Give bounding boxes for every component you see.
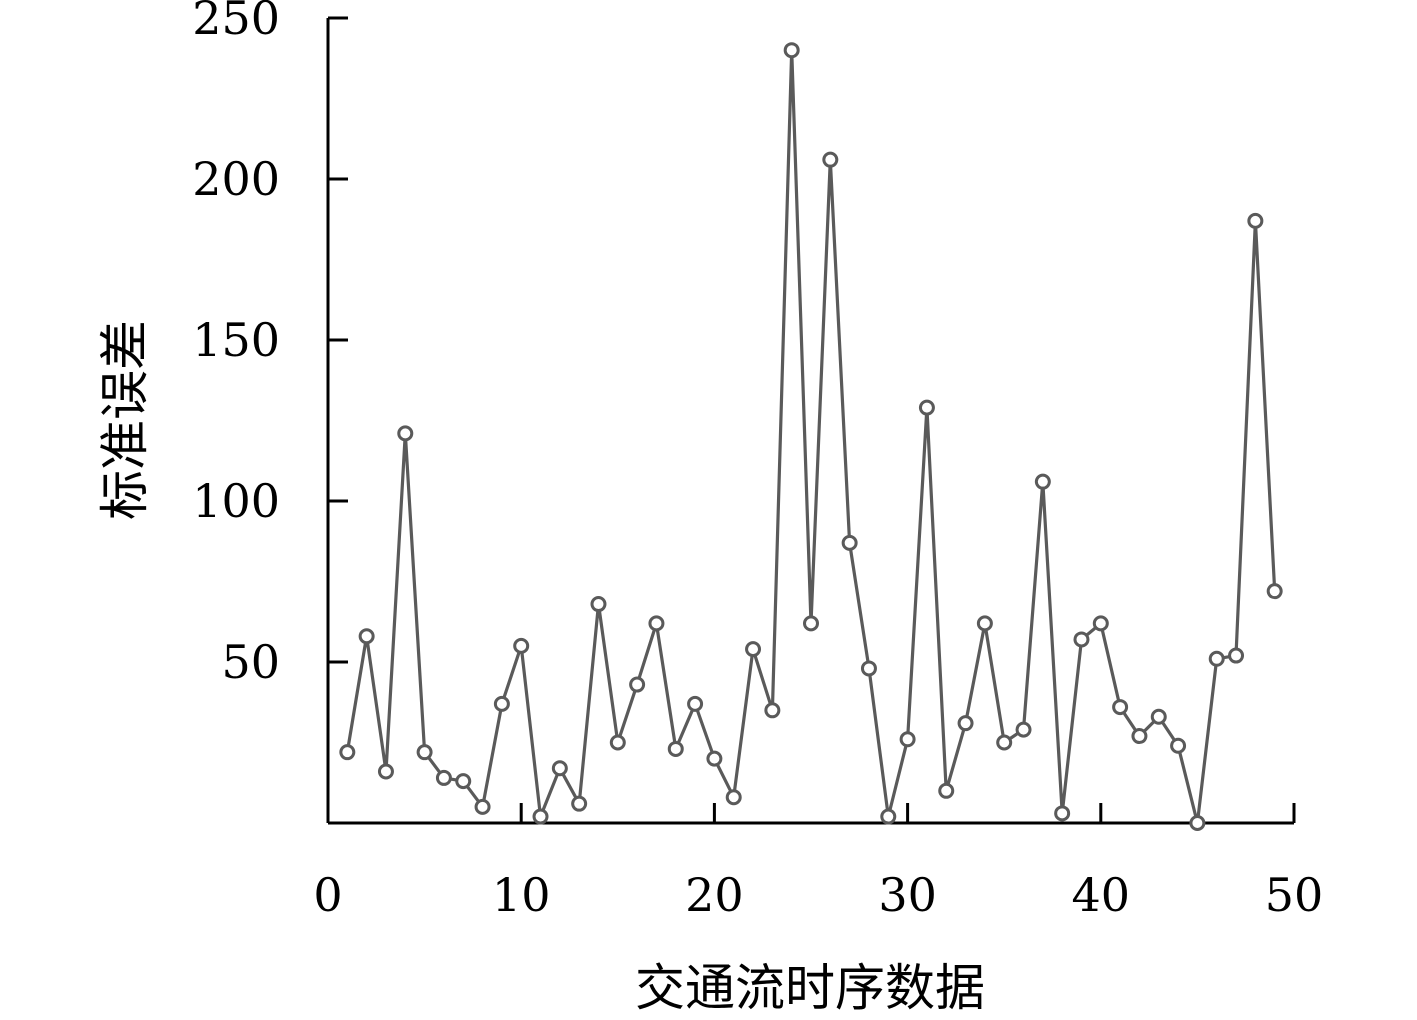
y-tick-label: 100 [192, 474, 280, 528]
data-point [880, 808, 897, 825]
data-point [1189, 815, 1206, 831]
series-layer [339, 42, 1283, 831]
data-point [1034, 473, 1051, 490]
data-point [841, 534, 858, 551]
data-point [918, 399, 935, 416]
y-tick-label: 50 [221, 635, 280, 689]
data-point [1112, 699, 1129, 716]
data-point [1054, 805, 1071, 822]
data-point [687, 695, 704, 712]
data-point [377, 763, 394, 780]
x-axis-title: 交通流时序数据 [635, 959, 985, 1017]
data-point [416, 744, 433, 761]
ticks: 0 10 20 30 40 50 50 100 150 200 250 [192, 0, 1323, 922]
x-tick-label: 20 [685, 868, 744, 922]
x-tick-label: 30 [878, 868, 937, 922]
axes [326, 18, 1294, 825]
data-point [629, 676, 646, 693]
data-point [571, 795, 588, 812]
data-point [976, 615, 993, 632]
data-point [667, 740, 684, 757]
data-point [590, 596, 607, 613]
data-point [803, 615, 819, 632]
data-point [938, 782, 955, 799]
data-point [455, 773, 472, 790]
data-point [358, 628, 375, 645]
data-point [1092, 615, 1109, 632]
data-point [435, 769, 452, 786]
y-tick-label: 200 [192, 152, 280, 206]
data-point [706, 750, 723, 767]
data-point [1150, 708, 1167, 725]
series-line [345, 48, 1277, 825]
y-tick-label: 250 [192, 0, 280, 45]
data-point [397, 425, 414, 442]
data-point [493, 695, 510, 712]
data-point [1208, 650, 1225, 667]
x-tick-label: 0 [313, 868, 342, 922]
data-point [551, 760, 568, 777]
data-point [764, 702, 781, 719]
data-point [1247, 212, 1264, 229]
data-point [860, 660, 877, 677]
data-point [474, 798, 491, 815]
data-point [725, 789, 742, 806]
data-point [532, 808, 549, 825]
data-point [1266, 583, 1283, 600]
y-axis-title: 标准误差 [96, 320, 154, 520]
data-point [899, 731, 916, 748]
data-point [1015, 721, 1032, 738]
data-point [513, 637, 530, 654]
data-point [1131, 728, 1148, 745]
data-point [648, 615, 665, 632]
x-tick-label: 10 [492, 868, 551, 922]
x-tick-label: 50 [1265, 868, 1324, 922]
data-point [957, 715, 974, 732]
data-point [822, 151, 839, 168]
data-point [783, 42, 800, 59]
y-tick-label: 150 [192, 313, 280, 367]
x-tick-label: 40 [1072, 868, 1131, 922]
data-point [609, 734, 626, 751]
data-point [339, 744, 356, 761]
data-point [1228, 647, 1245, 664]
data-point [996, 734, 1013, 751]
data-point [1073, 631, 1090, 648]
data-point [745, 641, 762, 658]
data-point [1170, 737, 1187, 754]
